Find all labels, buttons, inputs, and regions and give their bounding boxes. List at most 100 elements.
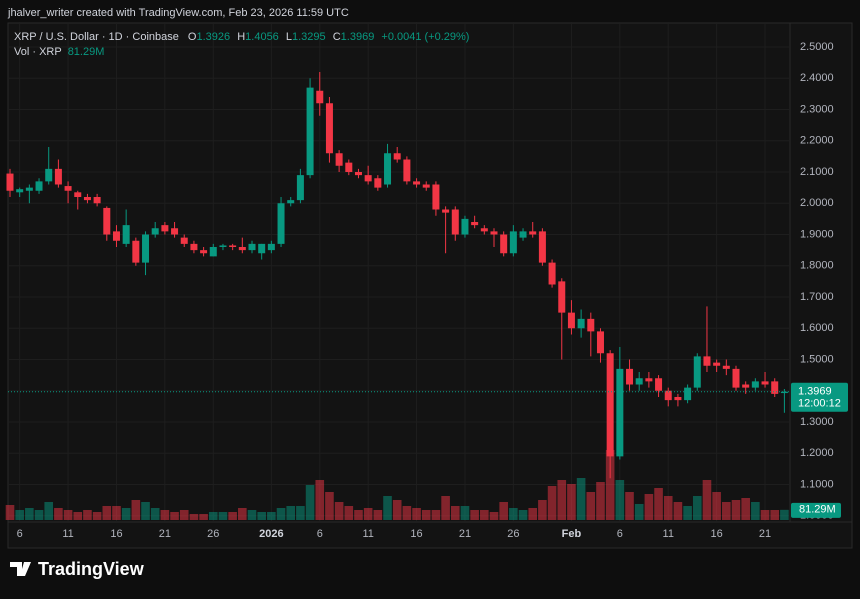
volume-bar — [596, 482, 605, 520]
volume-bar — [692, 496, 702, 520]
y-tick-label: 2.2000 — [800, 135, 834, 147]
volume-bar — [63, 510, 73, 520]
candle-body — [180, 237, 188, 244]
y-tick-label: 2.4000 — [800, 72, 834, 84]
volume-bar — [179, 510, 189, 520]
candle-body — [403, 159, 411, 182]
x-tick-label: 16 — [711, 528, 723, 540]
volume-bar — [296, 506, 305, 520]
volume-bar — [586, 492, 596, 520]
candle-body — [742, 384, 750, 388]
x-tick-label: 21 — [759, 528, 771, 540]
y-tick-label: 1.5000 — [800, 353, 834, 365]
volume-legend: Vol · XRP 81.29M — [14, 46, 104, 58]
y-tick-label: 1.7000 — [800, 291, 834, 303]
volume-bar — [460, 506, 470, 520]
volume-bar — [518, 510, 528, 520]
volume-bar — [257, 512, 266, 520]
volume-bar — [34, 510, 44, 520]
candle-body — [451, 209, 459, 235]
candle-body — [771, 381, 779, 394]
candle-body — [616, 368, 624, 457]
volume-bar — [644, 494, 654, 520]
candle-body — [635, 378, 643, 385]
volume-bar — [5, 505, 15, 520]
volume-bar — [131, 500, 141, 520]
volume-bar — [450, 506, 460, 520]
x-tick-label: 11 — [362, 528, 373, 540]
candle-body — [25, 187, 33, 191]
x-tick-label: 6 — [317, 528, 323, 540]
c-letter: C — [333, 31, 341, 43]
candle-body — [93, 197, 101, 204]
candle-body — [538, 231, 546, 263]
volume-bar — [731, 500, 741, 520]
volume-label: 81.29M — [799, 504, 836, 516]
volume-bar — [392, 500, 402, 520]
candle-body — [509, 231, 517, 254]
change: +0.0041 (+0.29%) — [381, 31, 469, 43]
volume-bar — [760, 510, 770, 520]
candle-body — [74, 192, 82, 197]
candle-body — [277, 203, 285, 244]
volume-bar — [208, 512, 218, 520]
candle-body — [83, 197, 91, 201]
x-tick-label: 21 — [459, 528, 471, 540]
candle-body — [335, 153, 343, 166]
volume-bar — [92, 512, 102, 520]
candle-body — [267, 243, 275, 251]
candle-body — [490, 231, 498, 235]
candle-body — [529, 231, 537, 235]
candle-body — [693, 356, 701, 388]
candle-body — [761, 381, 769, 385]
price-label: 1.3969 — [798, 386, 832, 398]
candle-body — [248, 243, 256, 251]
volume-bar — [383, 496, 392, 520]
o-letter: O — [188, 31, 197, 43]
candle-body — [325, 103, 333, 154]
candle-body — [103, 207, 111, 235]
candle-body — [296, 175, 304, 201]
volume-bar — [102, 506, 112, 520]
candle-body — [190, 243, 198, 251]
x-tick-label: 6 — [17, 528, 23, 540]
logo: TradingView — [10, 559, 145, 579]
volume-bar — [576, 478, 586, 520]
volume-bar — [189, 514, 199, 520]
volume-bar — [741, 498, 750, 520]
candle-body — [35, 181, 43, 191]
volume-bar — [712, 492, 721, 520]
candle-body — [751, 381, 759, 388]
candle-body — [345, 162, 353, 172]
volume-bar — [373, 510, 383, 520]
candle-body — [364, 175, 372, 182]
credit: jhalver_writer created with TradingView.… — [7, 7, 349, 19]
volume-bar — [702, 480, 712, 520]
candle-body — [374, 178, 382, 188]
candle-body — [722, 365, 730, 369]
candle-body — [142, 234, 150, 263]
volume-bar — [499, 502, 508, 520]
candle-body — [258, 243, 266, 254]
volume-bar — [44, 502, 54, 520]
volume-bar — [286, 506, 296, 520]
logo-mark — [10, 562, 31, 576]
volume-bar — [663, 496, 673, 520]
h-letter: H — [237, 31, 245, 43]
candle-body — [16, 189, 24, 193]
candle-body — [238, 247, 246, 251]
candle-body — [500, 234, 508, 254]
volume-name: Vol · XRP — [14, 46, 62, 58]
x-tick-label: 26 — [207, 528, 219, 540]
brand: TradingView — [38, 559, 145, 579]
volume-bar — [402, 506, 412, 520]
candle-body — [645, 378, 653, 382]
volume-bar — [615, 480, 625, 520]
candle-body — [519, 231, 527, 238]
volume-bar — [344, 506, 354, 520]
volume-bar — [276, 508, 286, 520]
candle-body — [132, 240, 140, 263]
candle-body — [684, 387, 692, 401]
x-tick-label: 2026 — [259, 528, 283, 540]
